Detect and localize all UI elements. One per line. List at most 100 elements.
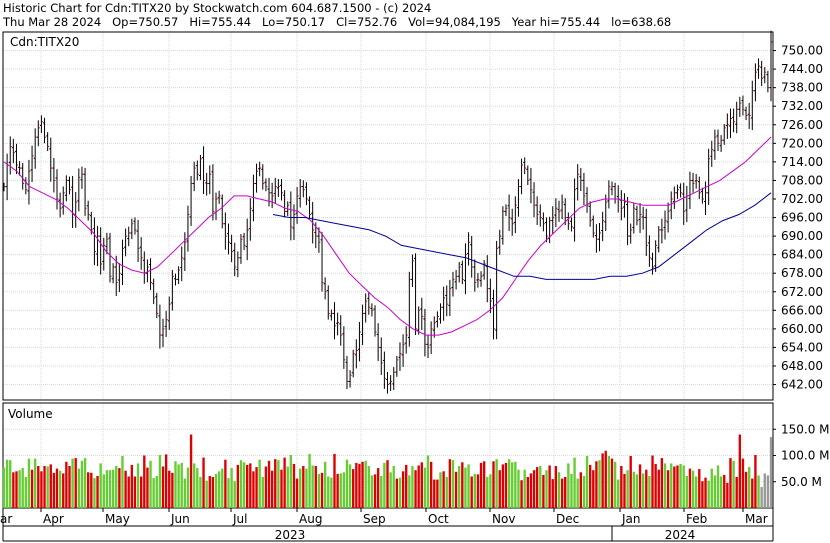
moving-average-lines — [3, 136, 772, 336]
month-label: Jan — [621, 512, 641, 526]
volume-bar — [657, 469, 660, 508]
volume-bar — [52, 472, 56, 508]
volume-bar — [401, 471, 405, 509]
volume-bar — [479, 462, 483, 508]
volume-bar — [766, 475, 770, 508]
volume-bar — [43, 466, 46, 508]
volume-bar — [579, 472, 582, 508]
volume-bar — [554, 466, 558, 508]
volume-bar — [174, 461, 177, 508]
volume-bar — [486, 477, 489, 508]
volume-bar — [567, 463, 570, 508]
volume-bar — [108, 470, 112, 508]
volume-bar — [37, 466, 40, 508]
volume-bar — [111, 469, 115, 508]
volume-bar — [370, 475, 374, 508]
volume-bar — [267, 460, 271, 509]
volume-bar — [152, 478, 155, 508]
volume-bar — [492, 461, 495, 508]
axis-labels: 750.00 744.00 738.00 732.00 726.00 720.00 714.… — [0, 44, 830, 542]
volume-bar — [735, 477, 738, 508]
volume-bar — [651, 455, 654, 508]
year-label: 2023 — [275, 528, 306, 542]
volume-bar — [436, 479, 439, 508]
volume-bar — [336, 473, 339, 508]
volume-bar — [707, 480, 710, 508]
volume-bar — [177, 464, 180, 508]
volume-bar — [691, 470, 695, 508]
volume-bar — [102, 474, 105, 508]
volume-bar — [514, 461, 517, 508]
price-tick-label: 708.00 — [781, 173, 823, 187]
volume-bar — [118, 468, 121, 508]
volume-bar — [548, 465, 551, 508]
year-label: 2024 — [665, 528, 696, 542]
volume-bar — [180, 462, 183, 508]
volume-bar — [429, 461, 433, 508]
volume-bar — [517, 469, 520, 508]
volume-bar — [40, 471, 43, 509]
volume-bar — [535, 467, 539, 508]
volume-bar — [136, 463, 140, 508]
volume-bar — [99, 463, 102, 508]
volume-bar — [21, 468, 24, 508]
volume-bar — [342, 472, 346, 508]
volume-bar — [626, 470, 629, 508]
volume-bar — [738, 434, 742, 508]
volume-bar — [398, 477, 402, 508]
volume-bar — [217, 471, 221, 509]
volume-bar — [224, 459, 227, 508]
volume-bar — [426, 455, 430, 508]
volume-bar — [367, 466, 370, 508]
volume-bar — [747, 467, 751, 508]
volume-bar — [348, 464, 352, 508]
volume-bar — [632, 471, 635, 508]
volume-bar — [317, 473, 321, 508]
volume-bar — [199, 477, 202, 508]
volume-bar — [685, 476, 688, 508]
volume-bar — [168, 470, 171, 508]
volume-bar — [473, 473, 476, 508]
volume-bar — [339, 473, 342, 508]
volume-bar — [280, 469, 283, 508]
month-label: Jun — [170, 512, 190, 526]
volume-bar — [133, 476, 137, 508]
volume-bar — [495, 459, 498, 508]
volume-bar — [595, 461, 598, 508]
volume-bar — [542, 474, 545, 508]
volume-bar — [511, 462, 514, 508]
volume-bar — [673, 466, 676, 508]
price-panel-frame — [2, 31, 774, 401]
price-tick-label: 750.00 — [781, 44, 823, 58]
volume-bar — [682, 465, 685, 508]
volume-bar — [277, 460, 280, 508]
volume-bar — [442, 471, 445, 509]
volume-bar — [392, 466, 395, 508]
quote-summary: Thu Mar 28 2024 Op=750.57 Hi=755.44 Lo=7… — [3, 15, 672, 29]
volume-bar — [654, 463, 657, 508]
volume-bar — [641, 473, 645, 508]
price-tick-label: 732.00 — [781, 99, 823, 113]
volume-bar — [124, 470, 127, 508]
price-tick-label: 726.00 — [781, 118, 823, 132]
volume-bar — [610, 458, 614, 508]
volume-bar — [376, 468, 380, 508]
volume-bar — [386, 460, 389, 508]
volume-bar — [214, 473, 218, 508]
chart-title: Historic Chart for Cdn:TITX20 by Stockwa… — [3, 1, 432, 15]
volume-bar — [461, 462, 464, 508]
volume-bar — [732, 460, 735, 509]
volume-bar — [2, 467, 6, 508]
volume-bar — [719, 476, 723, 508]
volume-bar — [679, 463, 682, 508]
volume-bar — [763, 473, 766, 508]
moving-average-short-line — [3, 136, 772, 336]
volume-bar — [754, 455, 757, 508]
volume-bar — [311, 465, 314, 508]
volume-bar — [564, 477, 567, 508]
volume-bar — [323, 461, 327, 508]
volume-bar — [320, 472, 324, 508]
volume-bar — [670, 463, 673, 508]
volume-label: Volume — [8, 407, 53, 421]
volume-bar — [545, 470, 548, 508]
